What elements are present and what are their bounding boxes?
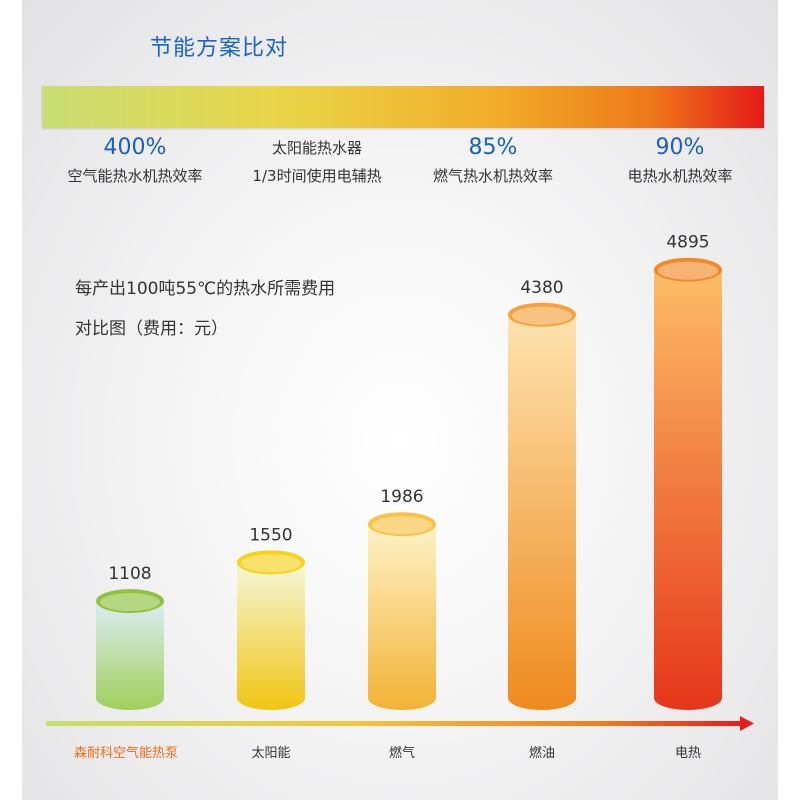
bar-1-value-label: 1550	[249, 525, 292, 545]
bar-4-top-highlight	[658, 261, 718, 280]
bar-4-body	[654, 269, 722, 710]
efficiency-item-gas: 85% 燃气热水机热效率	[393, 134, 593, 186]
bar-3-value-label: 4380	[520, 278, 563, 298]
bar-1-body	[237, 562, 305, 710]
x-tick-label-3: 燃油	[528, 746, 555, 761]
efficiency-value: 90%	[655, 135, 705, 160]
x-axis-arrow	[740, 716, 754, 731]
bar-2-body	[368, 524, 436, 710]
efficiency-item-air-source: 400% 空气能热水机热效率	[35, 134, 235, 186]
bar-1-top	[237, 550, 305, 575]
x-tick-label-4: 电热	[674, 746, 701, 761]
efficiency-label: 空气能热水机热效率	[67, 167, 203, 185]
bar-2-top	[368, 512, 436, 537]
bar-3-top	[508, 302, 576, 327]
bar-3-body	[508, 314, 576, 710]
efficiency-label: 电热水机热效率	[627, 167, 733, 185]
x-tick-label-2: 燃气	[388, 746, 415, 761]
efficiency-item-solar: 太阳能热水器 1/3时间使用电辅热	[217, 134, 417, 186]
bar-3-top-highlight	[512, 306, 572, 325]
x-axis-line	[46, 721, 742, 726]
bar-1-top-highlight	[241, 554, 301, 573]
efficiency-label: 燃气热水机热效率	[432, 167, 553, 185]
efficiency-value: 太阳能热水器	[271, 139, 362, 157]
efficiency-label: 1/3时间使用电辅热	[252, 167, 382, 185]
page-title: 节能方案比对	[150, 36, 289, 61]
chart-title: 每产出100吨55℃的热水所需费用	[75, 279, 336, 299]
bar-2-top-highlight	[372, 516, 432, 535]
efficiency-value: 85%	[468, 135, 518, 160]
efficiency-gradient-bar	[42, 86, 764, 128]
efficiency-value: 400%	[103, 135, 167, 160]
bar-4-top	[654, 257, 722, 282]
bar-0-body	[96, 601, 164, 710]
bar-0-top-highlight	[100, 593, 160, 612]
bar-4-value-label: 4895	[666, 233, 709, 253]
bar-2-value-label: 1986	[380, 487, 423, 507]
chart-subtitle: 对比图（费用：元）	[75, 319, 228, 339]
bar-0-top	[96, 589, 164, 614]
bar-0-value-label: 1108	[108, 564, 151, 584]
x-tick-label-0: 森耐科空气能热泵	[73, 746, 178, 761]
x-tick-label-1: 太阳能	[251, 746, 291, 761]
efficiency-item-electric: 90% 电热水机热效率	[580, 134, 780, 186]
